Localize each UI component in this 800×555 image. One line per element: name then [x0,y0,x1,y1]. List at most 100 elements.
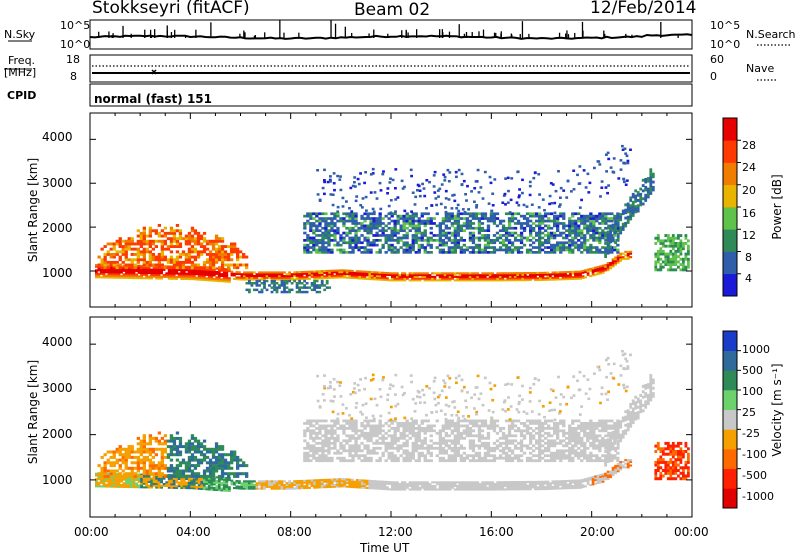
power-cell [414,203,417,206]
velocity-cell [627,466,630,468]
power-cell [312,249,315,252]
power-cell [221,256,224,259]
power-cell [667,237,670,240]
velocity-cell [143,456,146,459]
power-cell [529,249,532,252]
power-cell [434,171,437,174]
power-cell [409,215,412,218]
power-cell [454,241,457,244]
velocity-cell [291,482,294,484]
velocity-cell [224,453,227,456]
velocity-cell [449,483,452,485]
velocity-cell [194,472,197,475]
power-cell [391,215,394,218]
power-cell [206,248,209,251]
velocity-cell [587,483,590,485]
power-cell [361,278,364,280]
power-cell [354,220,357,223]
power-cell [185,243,188,246]
velocity-cell [191,470,194,473]
velocity-cell [209,459,212,462]
velocity-cell [160,487,163,489]
power-cell [520,232,523,235]
power-cell [253,279,256,281]
power-cell [597,273,600,275]
velocity-cell [459,487,462,489]
velocity-cell [122,448,125,451]
velocity-cell [183,485,186,487]
velocity-cell [356,479,359,481]
power-cell [115,275,118,277]
power-cell [356,274,359,276]
velocity-cell [386,488,389,490]
power-cell [430,222,433,225]
velocity-cell [431,489,434,491]
power-cell [346,273,349,275]
velocity-cell [238,480,241,482]
power-cell [632,196,635,199]
power-cell [429,274,432,276]
velocity-cell [164,440,167,443]
velocity-cell [273,482,276,484]
power-cell [311,271,314,273]
velocity-cell [200,481,203,483]
power-cell [197,232,200,235]
velocity-cell [426,483,429,485]
power-cell [448,212,451,215]
power-cell [484,212,487,215]
power-cell [200,235,203,238]
velocity-cell [103,480,106,482]
power-cell [388,237,391,240]
power-cell [188,243,191,246]
power-cell [324,225,327,228]
power-cell [230,264,233,267]
power-cell [404,278,407,280]
power-cell [491,272,494,274]
velocity-cell [336,480,339,482]
power-cell [339,217,342,220]
power-cell [197,256,200,259]
power-cell [209,266,212,269]
velocity-cell [439,485,442,487]
power-cell [430,220,433,223]
velocity-cell [115,480,118,482]
velocity-cell [212,472,215,475]
power-cell [243,275,246,277]
power-cell [327,241,330,244]
velocity-cell [486,483,489,485]
power-cell [644,186,647,189]
power-cell [629,218,632,221]
power-cell [206,261,209,264]
power-cell [400,237,403,240]
power-cell [517,239,520,242]
velocity-cell [104,472,107,475]
power-cell [580,222,583,225]
power-cell [634,195,637,198]
power-cell [514,237,517,240]
velocity-cell [194,448,197,451]
power-cell [619,253,622,255]
power-cell [459,274,462,276]
power-cell [336,232,339,235]
power-cell [627,210,630,213]
power-cell [371,273,374,275]
power-cell [568,246,571,249]
power-cell [333,229,336,232]
power-cell [410,175,413,178]
power-cell [110,271,113,273]
velocity-cell [341,478,344,480]
velocity-cell [137,461,140,464]
velocity-cell [170,440,173,443]
power-cell [391,272,394,274]
power-cell [418,251,421,254]
power-cell [303,249,306,252]
power-cell [397,239,400,242]
power-cell [439,241,442,244]
velocity-cell [446,483,449,485]
power-cell [348,212,351,215]
power-cell [394,212,397,215]
power-cell [321,249,324,252]
velocity-cell [246,482,249,484]
power-cell [451,272,454,274]
power-cell [122,240,125,243]
